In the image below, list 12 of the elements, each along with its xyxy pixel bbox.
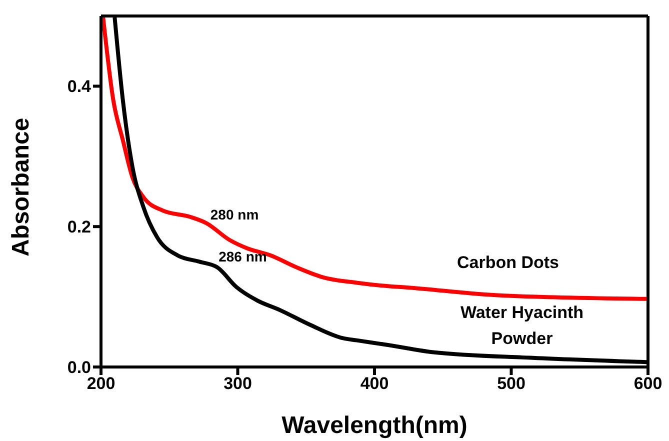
y-axis-title: Absorbance xyxy=(8,118,35,256)
x-tick-label: 500 xyxy=(497,374,526,394)
x-tick-label: 300 xyxy=(224,374,252,394)
series-label: Water Hyacinth Powder xyxy=(459,302,585,350)
y-tick-label: 0.4 xyxy=(67,77,92,96)
series-label: Carbon Dots xyxy=(456,252,560,274)
annotation: 286 nm xyxy=(218,248,267,265)
y-tick-label: 0.2 xyxy=(67,218,91,237)
annotation: 280 nm xyxy=(210,206,259,223)
x-axis-title: Wavelength(nm) xyxy=(282,412,468,439)
x-tick-label: 600 xyxy=(634,374,662,394)
x-tick-label: 400 xyxy=(360,374,389,394)
